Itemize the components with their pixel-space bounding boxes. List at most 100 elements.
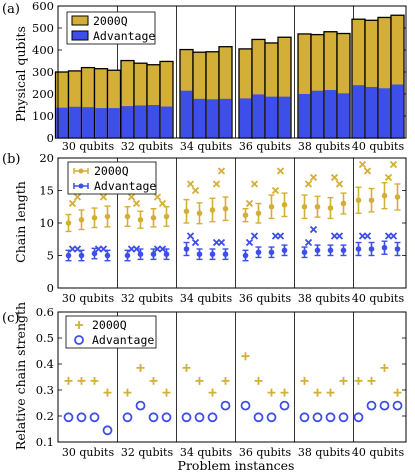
max-point bbox=[304, 238, 313, 247]
max-point bbox=[191, 186, 200, 195]
ytick-label: 20 bbox=[39, 151, 54, 165]
legend-label-2000q: 2000Q bbox=[93, 14, 128, 28]
bar-advantage bbox=[82, 107, 94, 138]
point-advantage bbox=[194, 412, 205, 423]
point-advantage bbox=[338, 412, 349, 423]
point-2000q bbox=[123, 388, 132, 397]
group-label: 38 qubits bbox=[298, 446, 351, 459]
mean-point bbox=[137, 251, 144, 257]
ylabel-b: Chain length bbox=[13, 181, 28, 263]
group-label: 30 qubits bbox=[62, 446, 115, 459]
max-point bbox=[363, 232, 372, 240]
ytick-label: 200 bbox=[32, 87, 54, 101]
point-2000q bbox=[221, 376, 230, 385]
mean-point bbox=[65, 220, 72, 226]
point-advantage bbox=[76, 412, 87, 423]
point-2000q bbox=[241, 352, 250, 361]
point-advantage bbox=[63, 412, 74, 423]
mean-point bbox=[281, 202, 288, 208]
legend-swatch-2000q bbox=[71, 15, 89, 26]
group-label: 30 qubits bbox=[62, 292, 115, 305]
ytick-label: 600 bbox=[32, 0, 54, 13]
ytick-label: 0.2 bbox=[36, 409, 54, 423]
max-point bbox=[335, 232, 344, 240]
mean-point bbox=[301, 203, 308, 210]
point-2000q bbox=[393, 388, 402, 397]
point-2000q bbox=[149, 376, 158, 385]
bar-advantage bbox=[69, 106, 81, 138]
mean-point bbox=[137, 216, 144, 223]
ytick-label: 10 bbox=[39, 216, 54, 230]
point-advantage bbox=[89, 412, 100, 423]
mean-point bbox=[242, 212, 249, 218]
panel-label-c: (c) bbox=[2, 311, 19, 326]
mean-point bbox=[394, 194, 401, 200]
bar-advantage bbox=[147, 105, 160, 138]
bar-advantage bbox=[391, 84, 404, 138]
ylabel-c: Relative chain strength bbox=[13, 302, 28, 450]
mean-point bbox=[209, 207, 216, 213]
ytick-label: 0 bbox=[47, 281, 54, 295]
bar-advantage bbox=[278, 96, 291, 138]
legend-swatch-advantage bbox=[71, 30, 89, 41]
max-point bbox=[363, 167, 372, 175]
mean-point bbox=[65, 252, 72, 259]
bar-advantage bbox=[324, 90, 337, 138]
mean-point bbox=[104, 252, 111, 259]
max-point bbox=[358, 160, 367, 169]
ytick-label: 15 bbox=[39, 184, 54, 198]
bar-advantage bbox=[193, 98, 206, 138]
mean-point bbox=[150, 251, 157, 257]
mean-point bbox=[327, 247, 334, 254]
max-point bbox=[245, 238, 254, 247]
point-advantage bbox=[135, 400, 146, 411]
point-advantage bbox=[220, 400, 231, 411]
group-label: 30 qubits bbox=[62, 140, 115, 153]
mean-point bbox=[368, 246, 375, 252]
max-point bbox=[389, 232, 398, 240]
bar-advantage bbox=[56, 107, 68, 138]
mean-point bbox=[91, 215, 98, 221]
max-point bbox=[158, 199, 167, 208]
ytick-label: 0.3 bbox=[36, 383, 54, 397]
point-advantage bbox=[392, 400, 403, 411]
point-2000q bbox=[77, 376, 86, 385]
group-label: 40 qubits bbox=[352, 446, 405, 459]
mean-point bbox=[124, 213, 131, 220]
mean-point bbox=[268, 249, 275, 256]
ytick-label: 400 bbox=[32, 43, 54, 57]
mean-point bbox=[196, 251, 203, 257]
point-advantage bbox=[266, 412, 277, 423]
point-2000q bbox=[103, 388, 112, 397]
mean-point bbox=[340, 200, 347, 207]
legend-marker bbox=[78, 168, 84, 174]
group-label: 40 qubits bbox=[352, 140, 405, 153]
ytick-label: 100 bbox=[32, 109, 54, 123]
max-point bbox=[304, 180, 313, 188]
mean-point bbox=[150, 215, 157, 221]
point-2000q bbox=[136, 363, 145, 372]
point-advantage bbox=[102, 425, 113, 436]
point-advantage bbox=[379, 400, 390, 411]
max-point bbox=[127, 193, 136, 201]
point-advantage bbox=[207, 412, 218, 423]
max-point bbox=[132, 199, 141, 208]
ytick-label: 500 bbox=[32, 21, 54, 35]
mean-point bbox=[209, 251, 216, 257]
point-advantage bbox=[366, 400, 377, 411]
ytick-label: 0 bbox=[47, 131, 54, 145]
ytick-label: 300 bbox=[32, 65, 54, 79]
group-label: 36 qubits bbox=[239, 140, 292, 153]
mean-point bbox=[368, 197, 375, 204]
point-2000q bbox=[267, 388, 276, 397]
bar-advantage bbox=[95, 108, 107, 138]
mean-point bbox=[163, 251, 170, 257]
bar-advantage bbox=[252, 94, 265, 138]
mean-point bbox=[255, 249, 262, 256]
legend-marker bbox=[78, 183, 84, 189]
point-2000q bbox=[280, 388, 289, 397]
mean-point bbox=[314, 203, 321, 210]
panel-physical-qubits: (a) Physical qubits 0 100 200 300 400 500 600 3… bbox=[2, 0, 407, 153]
max-point bbox=[99, 245, 108, 253]
